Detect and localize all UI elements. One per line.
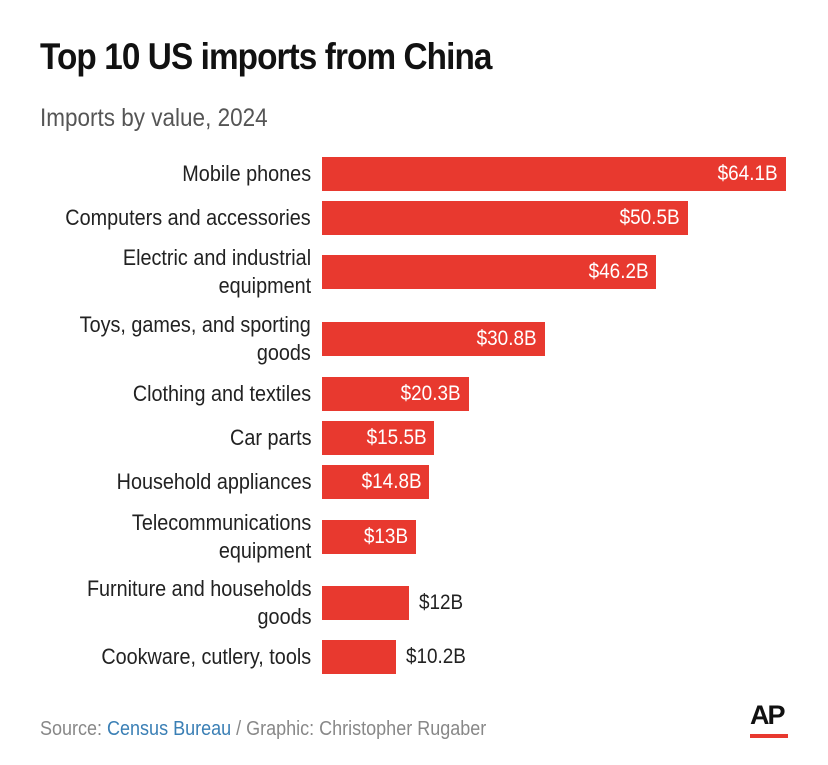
category-label-line: goods bbox=[257, 340, 311, 365]
data-label: $10.2B bbox=[405, 645, 466, 668]
bar bbox=[322, 586, 409, 620]
data-label: $13B bbox=[363, 525, 409, 548]
category-label: Furniture and households goods bbox=[86, 575, 311, 631]
category-label-line: Toys, games, and sporting bbox=[79, 312, 311, 337]
category-label: Electric and industrial equipment bbox=[123, 244, 311, 300]
bar bbox=[322, 465, 430, 499]
category-label: Toys, games, and sporting goods bbox=[80, 311, 311, 367]
bar bbox=[322, 377, 469, 411]
source-link[interactable]: Census Bureau bbox=[107, 718, 232, 740]
data-label: $15.5B bbox=[366, 426, 427, 449]
ap-logo: AP bbox=[750, 700, 785, 730]
category-label: Computers and accessories bbox=[66, 204, 311, 232]
category-label-line: Cookware, cutlery, tools bbox=[101, 644, 311, 669]
category-label: Mobile phones bbox=[182, 160, 311, 188]
category-label: Telecommunications equipment bbox=[132, 509, 311, 565]
data-label: $12B bbox=[418, 591, 464, 614]
category-label: Car parts bbox=[230, 424, 311, 452]
graphic-credit: / Graphic: Christopher Rugaber bbox=[231, 718, 487, 740]
source-prefix: Source: bbox=[40, 718, 108, 740]
bar bbox=[322, 157, 786, 191]
bar bbox=[322, 520, 417, 554]
category-label-line: Mobile phones bbox=[182, 161, 311, 186]
bar bbox=[322, 201, 688, 235]
bar bbox=[322, 322, 545, 356]
category-label: Household appliances bbox=[116, 468, 311, 496]
bar bbox=[322, 640, 396, 674]
data-label: $14.8B bbox=[361, 470, 422, 493]
chart-subtitle: Imports by value, 2024 bbox=[40, 104, 268, 132]
data-label: $30.8B bbox=[477, 327, 537, 350]
category-label-line: Household appliances bbox=[116, 469, 311, 494]
ap-logo-underline bbox=[750, 734, 788, 738]
category-label: Clothing and textiles bbox=[133, 380, 311, 408]
category-label-line: Electric and industrial bbox=[122, 245, 311, 270]
category-label-line: equipment bbox=[218, 273, 311, 298]
data-label: $50.5B bbox=[619, 206, 680, 229]
category-label-line: Furniture and households bbox=[86, 576, 311, 601]
bar bbox=[322, 421, 435, 455]
category-label-line: Computers and accessories bbox=[65, 205, 311, 230]
bar bbox=[322, 255, 657, 289]
category-label-line: goods bbox=[257, 604, 311, 629]
chart-title: Top 10 US imports from China bbox=[40, 36, 492, 77]
category-label-line: Car parts bbox=[229, 425, 311, 450]
data-label: $64.1B bbox=[718, 162, 778, 185]
category-label-line: Telecommunications bbox=[131, 510, 311, 535]
data-label: $46.2B bbox=[588, 260, 649, 283]
category-label-line: equipment bbox=[218, 538, 311, 563]
footer-credit: Source: Census Bureau / Graphic: Christo… bbox=[40, 718, 486, 741]
category-label-line: Clothing and textiles bbox=[132, 381, 311, 406]
data-label: $20.3B bbox=[401, 382, 461, 405]
category-label: Cookware, cutlery, tools bbox=[101, 643, 311, 671]
